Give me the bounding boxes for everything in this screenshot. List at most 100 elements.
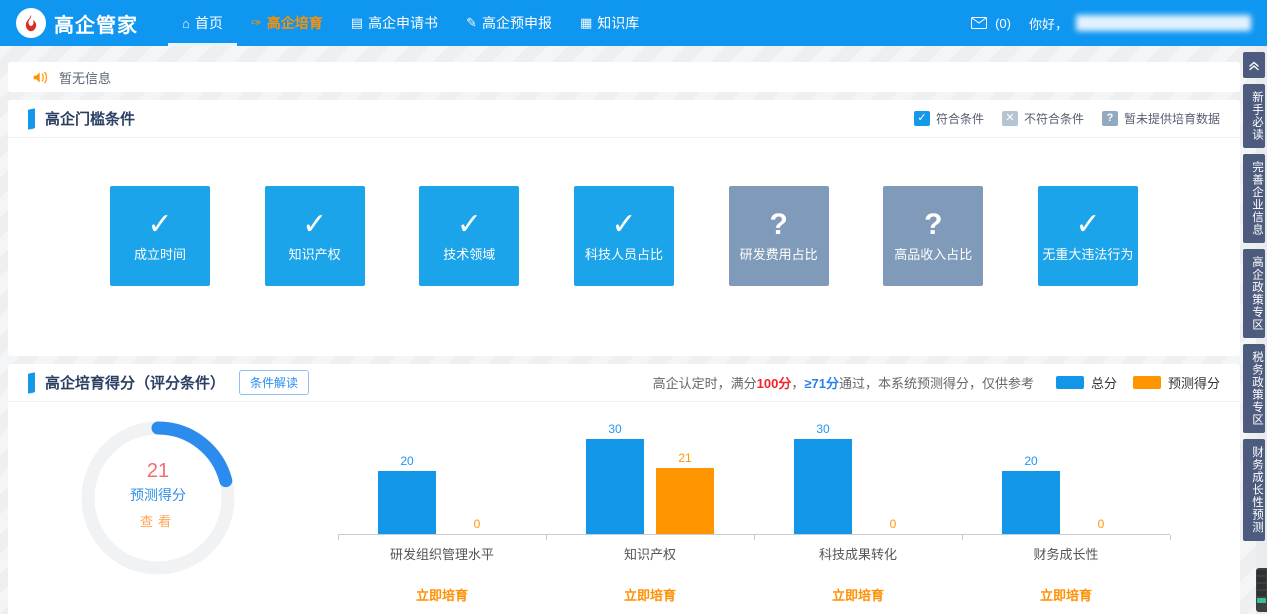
bar-group: 30 0 — [754, 418, 962, 534]
brand[interactable]: 高企管家 — [16, 8, 138, 38]
threshold-section: 高企门槛条件 ✓ 符合条件 ✕ 不符合条件 ? 暂未提供培育数据 ✓ 成立时间 ✓ 知识产权 ✓ 技… — [8, 100, 1240, 356]
notice-text: 暂无信息 — [59, 70, 112, 86]
threshold-header: 高企门槛条件 ✓ 符合条件 ✕ 不符合条件 ? 暂未提供培育数据 — [8, 100, 1240, 138]
score-legend: 总分 预测得分 — [1055, 373, 1220, 392]
bar[interactable] — [794, 439, 852, 534]
category-label: 财务成长性 — [1033, 547, 1099, 562]
note-part: 通过，本系统预测得分，仅供参考 — [838, 376, 1034, 391]
bar-value-label: 20 — [1024, 453, 1038, 468]
legend-item-question: ? 暂未提供培育数据 — [1101, 110, 1220, 127]
top-navbar: 高企管家 ⌂ 首页 ✑ 高企培育 ▤ 高企申请书 ✎ 高企预申报 ▦ 知识库 (0) 你好， — [0, 0, 1267, 46]
legend-item-cross: ✕ 不符合条件 — [1001, 110, 1084, 127]
condition-tile[interactable]: ? 高品收入占比 — [883, 186, 984, 286]
side-tab-finance-forecast[interactable]: 财务成长性预测 — [1243, 439, 1265, 541]
check-icon: ✓ — [913, 111, 930, 126]
axis-tick — [338, 535, 339, 540]
bar-group: 20 0 — [338, 418, 546, 534]
nav-item-cultivate[interactable]: ✑ 高企培育 — [237, 0, 337, 46]
category-label: 研发组织管理水平 — [389, 547, 494, 562]
envelope-icon[interactable] — [971, 17, 988, 29]
condition-tile[interactable]: ✓ 无重大违法行为 — [1037, 186, 1138, 286]
nav-item-pre-declare[interactable]: ✎ 高企预申报 — [452, 0, 566, 46]
bar-value-label: 0 — [1097, 517, 1105, 531]
message-count[interactable]: (0) — [995, 15, 1011, 31]
notice-bar: 暂无信息 — [8, 62, 1240, 92]
collapse-rail-button[interactable] — [1243, 52, 1265, 78]
nav-item-label: 高企培育 — [266, 15, 323, 31]
double-chevron-up-icon — [1249, 61, 1259, 71]
side-tab-newbie-guide[interactable]: 新手必读 — [1243, 84, 1265, 148]
nav-item-label: 知识库 — [597, 15, 640, 31]
brand-name: 高企管家 — [54, 14, 138, 37]
cultivate-now-link[interactable]: 立即培育 — [1039, 588, 1092, 603]
cultivate-now-link[interactable]: 立即培育 — [831, 588, 884, 603]
bar[interactable] — [378, 470, 436, 534]
bar-预测得分: 21 — [656, 451, 714, 534]
nav-item-knowledge[interactable]: ▦ 知识库 — [566, 0, 653, 46]
bar-预测得分: 0 — [1072, 517, 1130, 534]
legend-label: 总分 — [1090, 376, 1117, 391]
condition-tile[interactable]: ✓ 成立时间 — [110, 186, 210, 286]
nav-item-label: 首页 — [194, 15, 223, 31]
note-part: ≥71分 — [804, 376, 839, 391]
axis-tick — [1170, 535, 1171, 540]
bar[interactable] — [1002, 470, 1060, 534]
username-blurred[interactable] — [1076, 15, 1251, 31]
tile-label: 研发费用占比 — [739, 246, 818, 262]
bar[interactable] — [586, 439, 644, 534]
tile-label: 科技人员占比 — [584, 246, 663, 262]
legend-swatch — [1132, 376, 1161, 389]
check-icon: ✓ — [456, 207, 482, 241]
condition-tile[interactable]: ✓ 技术领域 — [419, 186, 520, 286]
threshold-tiles: ✓ 成立时间 ✓ 知识产权 ✓ 技术领域 ✓ 科技人员占比? 研发费用占比? 高品收入占比 ✓ 无重大… — [8, 138, 1240, 286]
side-tab-policy-zone[interactable]: 高企政策专区 — [1243, 249, 1265, 338]
interpret-conditions-button[interactable]: 条件解读 — [239, 370, 310, 395]
nav-item-home[interactable]: ⌂ 首页 — [168, 0, 237, 46]
score-legend-item: 总分 — [1055, 373, 1117, 392]
bar-总分: 20 — [1002, 454, 1060, 534]
tile-label: 高品收入占比 — [894, 246, 973, 262]
nav-item-application[interactable]: ▤ 高企申请书 — [337, 0, 452, 46]
score-legend-item: 预测得分 — [1132, 373, 1220, 392]
legend-item-check: ✓ 符合条件 — [913, 110, 984, 127]
bar-总分: 20 — [378, 454, 436, 534]
bar-预测得分: 0 — [864, 517, 922, 534]
cultivate-icon: ✑ — [250, 15, 262, 30]
check-icon: ✓ — [147, 207, 173, 241]
view-link[interactable]: 查看 — [139, 514, 176, 529]
greeting-text: 你好， — [1028, 16, 1068, 32]
bar-groups: 20 0 30 21 30 0 20 0 — [338, 418, 1170, 534]
condition-tile[interactable]: ✓ 科技人员占比 — [573, 186, 674, 286]
bar-value-label: 0 — [473, 517, 481, 531]
side-tab-tax-policy-zone[interactable]: 税务政策专区 — [1243, 344, 1265, 433]
bar-预测得分: 0 — [448, 517, 506, 534]
bar[interactable] — [656, 467, 714, 534]
threshold-title: 高企门槛条件 — [45, 111, 136, 128]
axis-tick — [754, 535, 755, 540]
right-side-rail: 新手必读完善企业信息 高企政策专区 税务政策专区财务成长性预测 — [1243, 52, 1265, 541]
nav-item-label: 高企预申报 — [481, 15, 552, 31]
bar-value-label: 20 — [400, 453, 414, 468]
bar-总分: 30 — [586, 422, 644, 534]
edit-icon: ✎ — [466, 15, 477, 30]
cultivate-now-link[interactable]: 立即培育 — [623, 588, 676, 603]
home-icon: ⌂ — [182, 15, 190, 31]
speaker-icon — [32, 70, 49, 85]
floating-widget-cutoff[interactable] — [1256, 568, 1267, 612]
score-title: 高企培育得分（评分条件） — [45, 375, 226, 392]
condition-tile[interactable]: ? 研发费用占比 — [728, 186, 829, 286]
bar-value-label: 0 — [889, 517, 897, 531]
cultivate-now-link[interactable]: 立即培育 — [415, 588, 468, 603]
cultivate-links: 立即培育 立即培育 立即培育 立即培育 — [338, 563, 1170, 604]
side-tab-company-info[interactable]: 完善企业信息 — [1243, 154, 1265, 243]
question-icon: ? — [769, 207, 788, 241]
book-icon: ▦ — [579, 15, 593, 30]
check-icon: ✓ — [302, 207, 328, 241]
note-part: ， — [791, 376, 805, 391]
legend-label: 符合条件 — [935, 112, 984, 126]
question-icon: ? — [1101, 111, 1118, 126]
navbar-right: (0) 你好， — [971, 14, 1251, 33]
condition-tile[interactable]: ✓ 知识产权 — [264, 186, 365, 286]
title-accent-bar — [28, 107, 35, 130]
score-section: 高企培育得分（评分条件） 条件解读 高企认定时，满分100分，≥71分通过，本系… — [8, 364, 1240, 614]
